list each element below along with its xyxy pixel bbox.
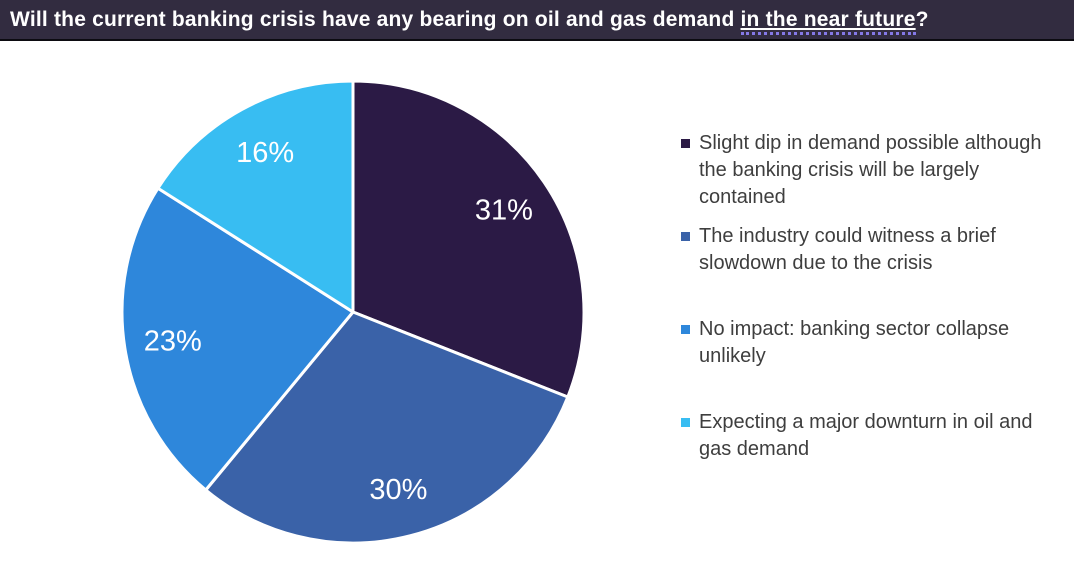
chart-legend: Slight dip in demand possible although t… xyxy=(681,130,1061,502)
legend-label: The industry could witness a brief slowd… xyxy=(699,225,996,274)
legend-label: Expecting a major downturn in oil and ga… xyxy=(699,411,1033,460)
legend-swatch-icon xyxy=(681,232,690,241)
pie-data-label: 30% xyxy=(369,474,427,506)
pie-data-label: 16% xyxy=(236,137,294,169)
legend-item: Slight dip in demand possible although t… xyxy=(681,130,1061,223)
title-question-mark: ? xyxy=(915,7,929,31)
title-bar: Will the current banking crisis have any… xyxy=(0,0,1074,41)
page-title: Will the current banking crisis have any… xyxy=(10,7,929,35)
pie-data-label: 31% xyxy=(475,194,533,226)
pie-slice-23pct xyxy=(120,186,355,492)
legend-label: Slight dip in demand possible although t… xyxy=(699,132,1042,208)
legend-swatch-icon xyxy=(681,139,690,148)
pie-data-label: 23% xyxy=(144,326,202,358)
legend-item: Expecting a major downturn in oil and ga… xyxy=(681,409,1061,502)
legend-swatch-icon xyxy=(681,325,690,334)
legend-swatch-icon xyxy=(681,418,690,427)
pie-slice-30pct xyxy=(204,310,570,545)
legend-item: The industry could witness a brief slowd… xyxy=(681,223,1061,316)
pie-chart: 31% 30% 23% 16% xyxy=(120,79,586,545)
legend-label: No impact: banking sector collapse unlik… xyxy=(699,318,1010,367)
title-link[interactable]: in the near future xyxy=(740,7,916,35)
pie-slice-31pct xyxy=(351,79,586,399)
pie-chart-area: 31% 30% 23% 16% xyxy=(119,78,587,546)
title-text: Will the current banking crisis have any… xyxy=(10,7,741,31)
pie-slice-16pct xyxy=(156,79,355,314)
legend-item: No impact: banking sector collapse unlik… xyxy=(681,316,1061,409)
